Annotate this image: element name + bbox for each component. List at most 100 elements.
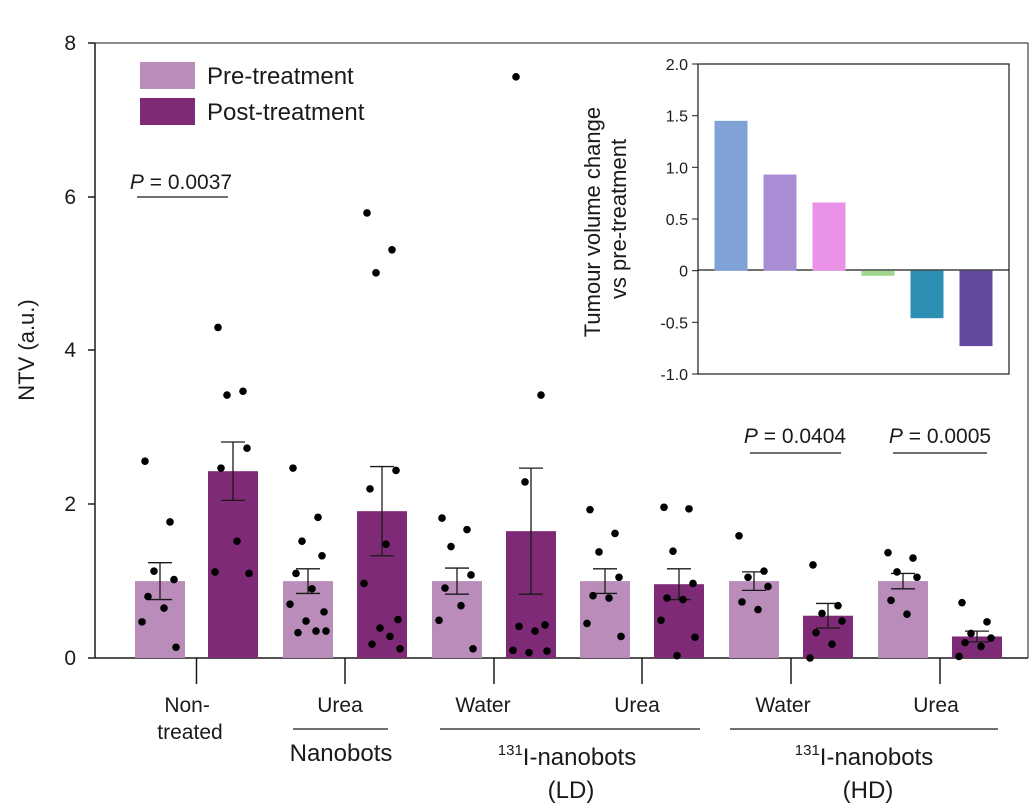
x-category-label: Urea	[614, 694, 660, 717]
data-point	[983, 618, 991, 626]
data-point	[509, 646, 517, 655]
inset-y-axis-title-line: Tumour volume change	[580, 107, 605, 337]
legend-label-post: Post-treatment	[207, 99, 365, 126]
inset-bar	[910, 270, 944, 319]
data-point	[376, 624, 384, 632]
legend: Pre-treatment Post-treatment	[140, 62, 365, 126]
data-point	[893, 568, 901, 576]
y-tick-label: 0	[64, 647, 76, 670]
legend-label-pre: Pre-treatment	[207, 63, 354, 90]
data-point	[617, 632, 625, 641]
data-point	[382, 540, 390, 549]
data-point	[360, 579, 368, 588]
data-point	[541, 621, 549, 629]
data-point	[239, 387, 247, 396]
group-label-hd-sub: (HD)	[843, 777, 894, 804]
data-point	[286, 600, 294, 608]
superscript: 131	[795, 742, 820, 759]
data-point	[537, 391, 545, 399]
data-point	[441, 584, 449, 592]
data-point	[838, 617, 846, 625]
data-point	[211, 568, 219, 576]
data-point	[138, 618, 146, 626]
data-point	[961, 638, 969, 647]
inset-tick-label: -1.0	[660, 367, 688, 384]
data-point	[467, 571, 475, 579]
p-italic: P	[889, 425, 903, 448]
data-point	[515, 622, 523, 631]
data-point	[689, 579, 697, 588]
y-tick-label: 4	[64, 339, 76, 362]
data-point	[396, 644, 404, 653]
p-value-text: P = 0.0005	[889, 425, 991, 448]
x-category-labels: Non- treated Urea Water Urea Water Urea	[157, 694, 959, 744]
data-point	[363, 209, 371, 217]
data-point	[150, 567, 158, 575]
group-label-ld: 131I-nanobots	[498, 742, 636, 771]
x-category-label-line: treated	[157, 721, 222, 744]
group-label-text: I-nanobots	[523, 744, 636, 771]
data-point	[958, 598, 966, 607]
data-point	[909, 554, 917, 562]
data-point	[685, 505, 693, 513]
inset-bar	[714, 120, 748, 271]
data-point	[243, 444, 251, 452]
x-category-label: Water	[755, 694, 810, 717]
post-treatment-bar	[208, 471, 258, 658]
data-point	[298, 537, 306, 545]
data-point	[141, 457, 149, 466]
data-point	[987, 634, 995, 642]
inset-bar	[861, 270, 895, 276]
data-point	[657, 616, 665, 625]
p-value-annotation: P = 0.0404	[744, 425, 846, 454]
data-point	[583, 619, 591, 628]
p-value-text: P = 0.0037	[130, 171, 232, 194]
x-category-label: Urea	[317, 694, 363, 717]
data-point	[521, 478, 529, 486]
data-point	[673, 651, 681, 660]
inset-chart: 2.0 1.5 1.0 0.5 0 -0.5 -1.0 Tumour volum…	[580, 57, 1010, 384]
inset-tick-label: 1.0	[666, 160, 688, 177]
p-value: = 0.0005	[903, 425, 991, 448]
data-point	[388, 245, 396, 254]
data-point	[691, 633, 699, 642]
x-category-label: Water	[455, 694, 510, 717]
data-point	[512, 73, 520, 81]
data-point	[663, 594, 671, 602]
x-category-label: Non- treated	[157, 694, 222, 744]
data-point	[166, 518, 174, 526]
data-point	[605, 594, 613, 602]
data-point	[735, 531, 743, 540]
inset-tick-label: 0	[679, 264, 688, 281]
data-point	[744, 573, 752, 582]
bars-layer	[135, 441, 1002, 684]
data-point	[615, 573, 623, 582]
data-point	[586, 505, 594, 514]
y-tick-label: 6	[64, 186, 76, 209]
data-point	[543, 647, 551, 655]
data-point	[314, 513, 322, 522]
data-point	[611, 529, 619, 538]
data-point	[834, 601, 842, 610]
data-point	[887, 596, 895, 605]
data-point	[312, 627, 320, 635]
data-point	[289, 464, 297, 472]
p-italic: P	[130, 171, 144, 194]
data-point	[318, 551, 326, 560]
data-point	[170, 575, 178, 584]
pre-treatment-bar	[878, 581, 928, 658]
data-point	[809, 561, 817, 569]
y-axis-title: NTV (a.u.)	[14, 299, 39, 400]
inset-tick-label: 0.5	[666, 212, 688, 229]
group-label-text: I-nanobots	[820, 744, 933, 771]
data-point	[818, 609, 826, 618]
data-point	[977, 642, 985, 651]
x-category-label-line: Non-	[164, 694, 210, 717]
y-tick-label: 2	[64, 493, 76, 516]
inset-tick-label: -0.5	[660, 315, 688, 332]
data-point	[457, 601, 465, 610]
data-point	[294, 628, 302, 637]
p-value: = 0.0037	[144, 171, 232, 194]
data-point	[214, 323, 222, 332]
